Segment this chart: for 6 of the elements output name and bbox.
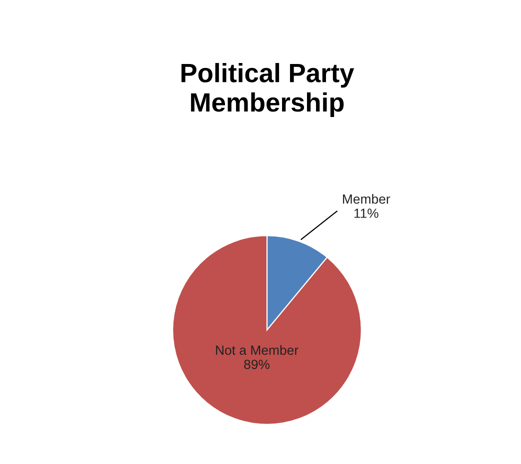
slice-label: Member [343,194,390,204]
pie-slice [172,235,362,425]
slice-label: Not a Member [216,345,298,355]
data-label: 89% [244,360,270,370]
chart-title: Political Party Membership [182,63,354,117]
data-label: 11% [354,208,378,218]
